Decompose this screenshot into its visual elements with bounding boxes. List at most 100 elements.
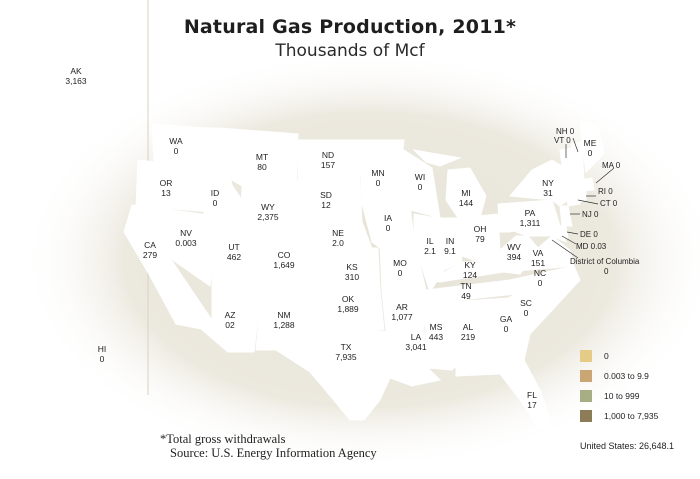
state-abbr-mo: MO <box>393 258 407 268</box>
state-abbr-nv: NV <box>180 228 192 238</box>
state-fl[interactable] <box>455 359 553 431</box>
state-abbr-va: VA <box>533 248 544 258</box>
state-value-mo: 0 <box>398 268 403 278</box>
callout-de: DE 0 <box>580 230 598 239</box>
state-mi-up <box>412 149 462 167</box>
leader-md <box>561 235 577 245</box>
state-nj[interactable] <box>559 205 573 227</box>
state-ct[interactable] <box>565 189 581 207</box>
state-value-pa: 1,311 <box>520 218 541 228</box>
state-abbr-ny: NY <box>542 178 554 188</box>
state-la[interactable] <box>389 329 442 387</box>
legend-swatch <box>580 410 592 422</box>
legend-item: 10 to 999 <box>580 390 700 406</box>
state-nc[interactable] <box>507 265 581 307</box>
state-abbr-ms: MS <box>430 322 443 332</box>
legend-label: 10 to 999 <box>604 391 640 401</box>
state-value-tn: 49 <box>461 291 471 301</box>
callout-vt: VT 0 <box>554 136 571 145</box>
state-abbr-tn: TN <box>460 281 471 291</box>
state-value-ny: 31 <box>543 188 553 198</box>
legend-item: 1,000 to 7,935 <box>580 410 700 426</box>
state-value-nc: 0 <box>538 278 543 288</box>
state-abbr-in: IN <box>446 236 455 246</box>
state-value-nd: 157 <box>321 160 335 170</box>
state-tx[interactable] <box>274 295 391 421</box>
leader-ct <box>577 199 599 205</box>
footnote-line: *Total gross withdrawals <box>160 432 286 446</box>
state-abbr-il: IL <box>426 236 433 246</box>
callout-dc-name: District of Columbia <box>570 257 640 266</box>
state-ma[interactable] <box>561 177 595 193</box>
state-abbr-mi: MI <box>461 188 470 198</box>
legend-label: 0.003 to 9.9 <box>604 371 649 381</box>
state-value-me: 0 <box>588 148 593 158</box>
state-value-ut: 462 <box>227 252 241 262</box>
state-hi-group <box>57 370 125 411</box>
state-value-in: 9.1 <box>444 246 456 256</box>
state-ak[interactable] <box>17 47 125 117</box>
state-value-mi: 144 <box>459 198 473 208</box>
state-wi[interactable] <box>399 149 441 219</box>
legend-swatch <box>580 390 592 402</box>
source-line: Source: U.S. Energy Information Agency <box>170 446 377 460</box>
state-md[interactable] <box>515 225 567 243</box>
legend-label: 0 <box>604 351 609 361</box>
state-value-wy: 2,375 <box>257 212 279 222</box>
state-ga[interactable] <box>477 297 531 365</box>
callout-leaders <box>551 137 615 259</box>
state-abbr-or: OR <box>160 178 173 188</box>
leader-ma <box>595 167 615 184</box>
state-value-la: 3,041 <box>405 342 427 352</box>
page-title: Natural Gas Production, 2011* <box>183 16 517 38</box>
state-abbr-la: LA <box>411 332 422 342</box>
state-value-nv: 0.003 <box>175 238 197 248</box>
state-value-al: 219 <box>461 332 475 342</box>
state-abbr-wi: WI <box>415 172 425 182</box>
leader-nh <box>572 137 579 153</box>
us-total: United States: 26,648.1 <box>580 441 675 451</box>
legend-item: 0 <box>580 350 700 366</box>
state-abbr-ca: CA <box>144 240 156 250</box>
state-abbr-nm: NM <box>277 310 290 320</box>
state-abbr-me: ME <box>584 138 597 148</box>
state-abbr-nc: NC <box>534 268 546 278</box>
state-value-oh: 79 <box>475 234 485 244</box>
state-abbr-fl: FL <box>527 390 537 400</box>
state-abbr-az: AZ <box>225 310 236 320</box>
state-wa[interactable] <box>151 123 209 169</box>
state-value-sc: 0 <box>524 308 529 318</box>
leader-dc <box>551 239 579 259</box>
leader-de <box>566 231 579 235</box>
state-hi[interactable] <box>99 389 125 411</box>
state-me[interactable] <box>579 119 605 174</box>
state-value-wa: 0 <box>174 146 179 156</box>
state-value-ky: 124 <box>463 270 477 280</box>
state-nv[interactable] <box>169 209 219 287</box>
state-abbr-wv: WV <box>507 242 521 252</box>
state-hi-island <box>57 370 65 376</box>
state-or[interactable] <box>135 159 211 213</box>
state-abbr-ut: UT <box>228 242 239 252</box>
callout-nj: NJ 0 <box>582 210 599 219</box>
state-abbr-ky: KY <box>464 260 476 270</box>
state-value-az: 02 <box>225 320 235 330</box>
state-abbr-co: CO <box>278 250 291 260</box>
state-nh[interactable] <box>571 141 585 183</box>
state-value-or: 13 <box>161 188 171 198</box>
state-abbr-oh: OH <box>474 224 487 234</box>
state-value-ne: 2.0 <box>332 238 344 248</box>
state-abbr-sc: SC <box>520 298 532 308</box>
state-abbr-ne: NE <box>332 228 344 238</box>
state-value-va: 151 <box>531 258 545 268</box>
state-ri[interactable] <box>579 189 587 203</box>
callout-labels: NH 0 VT 0 MA 0 RI 0 CT 0 NJ 0 DE 0 MD 0.… <box>554 127 640 276</box>
state-abbr-ak: AK <box>70 66 82 76</box>
callout-nh: NH 0 <box>556 127 575 136</box>
state-pa[interactable] <box>497 199 561 233</box>
state-value-mt: 80 <box>257 162 267 172</box>
state-abbr-sd: SD <box>320 190 332 200</box>
state-hi-island <box>71 377 81 383</box>
